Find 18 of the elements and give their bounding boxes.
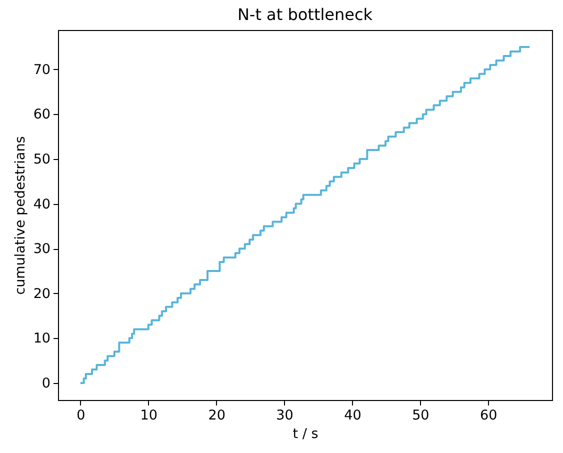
x-tick-label: 60: [480, 408, 498, 424]
x-tick-label: 10: [140, 408, 158, 424]
chart-title: N-t at bottleneck: [237, 5, 374, 24]
x-tick-label: 30: [276, 408, 294, 424]
x-tick-label: 20: [208, 408, 226, 424]
y-axis-title: cumulative pedestrians: [12, 136, 28, 295]
y-tick-label: 10: [33, 330, 50, 347]
y-tick-label: 30: [33, 241, 50, 258]
y-tick-label: 60: [33, 106, 50, 123]
y-tick-label: 50: [33, 152, 50, 168]
y-tick-label: 70: [33, 62, 50, 78]
y-tick-label: 40: [33, 196, 50, 212]
y-tick-label: 20: [33, 286, 50, 302]
x-tick-label: 40: [344, 408, 362, 424]
x-tick-label: 0: [76, 408, 86, 424]
x-axis-title: t / s: [292, 426, 318, 442]
x-tick-label: 50: [412, 408, 430, 424]
y-tick-label: 0: [42, 375, 50, 392]
